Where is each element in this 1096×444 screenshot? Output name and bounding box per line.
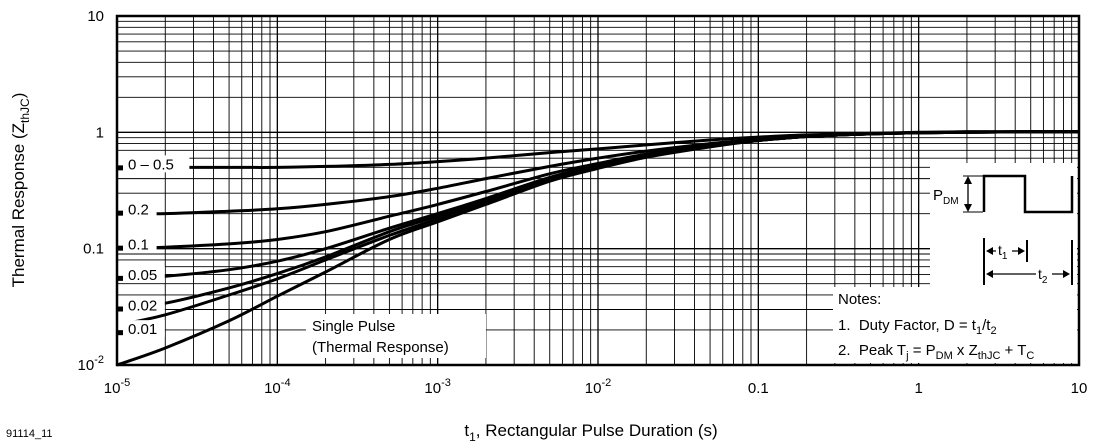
duty-label-bg <box>118 200 157 218</box>
single-pulse-annotation: Single Pulse (Thermal Response) <box>306 314 486 358</box>
duty-label: 0.01 <box>128 321 157 338</box>
note-duty-factor: 1. Duty Factor, D = t1/t2 <box>838 317 997 337</box>
duty-label-bg <box>118 320 165 338</box>
duty-label-bg <box>118 296 165 314</box>
duty-label-marker <box>118 245 123 251</box>
duty-label-marker <box>118 330 123 336</box>
y-axis-title: Thermal Response (ZthJC) <box>9 93 32 288</box>
duty-label-bg <box>118 265 165 283</box>
duty-label-marker <box>118 275 123 281</box>
t1-label: t1 <box>998 242 1008 262</box>
notes-title: Notes: <box>838 291 881 308</box>
single-pulse-sublabel: (Thermal Response) <box>312 339 449 356</box>
y-tick-label: 10 <box>87 8 104 25</box>
duty-label-marker <box>118 306 123 312</box>
duty-label-marker <box>118 165 123 171</box>
t2-label: t2 <box>1038 266 1048 286</box>
pulse-waveform <box>982 174 1074 214</box>
duty-labels: 0 – 0.5 0.2 0.1 0.05 0.02 0.01 <box>118 155 190 338</box>
duty-label: 0 – 0.5 <box>128 156 174 173</box>
x-tick-label: 10 <box>1071 380 1088 397</box>
y-tick-label: 0.1 <box>83 241 104 258</box>
duty-label: 0.1 <box>128 237 149 254</box>
duty-label-bg <box>118 235 157 253</box>
single-pulse-label: Single Pulse <box>312 318 395 335</box>
x-axis-title: t1, Rectangular Pulse Duration (s) <box>464 421 717 444</box>
duty-label: 0.2 <box>128 202 149 219</box>
duty-label-bg <box>118 155 190 173</box>
y-tick-label: 1 <box>96 124 104 141</box>
duty-label: 0.02 <box>128 297 157 314</box>
notes-box: Notes: 1. Duty Factor, D = t1/t2 2. Peak… <box>833 287 1077 363</box>
chart-curves <box>116 130 1080 367</box>
plot-border <box>115 14 1081 367</box>
x-tick-label: 1 <box>914 380 922 397</box>
duty-label-marker <box>118 210 123 216</box>
figure-id: 91114_11 <box>6 428 53 440</box>
duty-label: 0.05 <box>128 267 157 284</box>
x-tick-label: 0.1 <box>748 380 769 397</box>
curve-6 <box>116 130 1080 367</box>
pulse-waveform-inset: PDM t1 t2 <box>930 163 1077 287</box>
